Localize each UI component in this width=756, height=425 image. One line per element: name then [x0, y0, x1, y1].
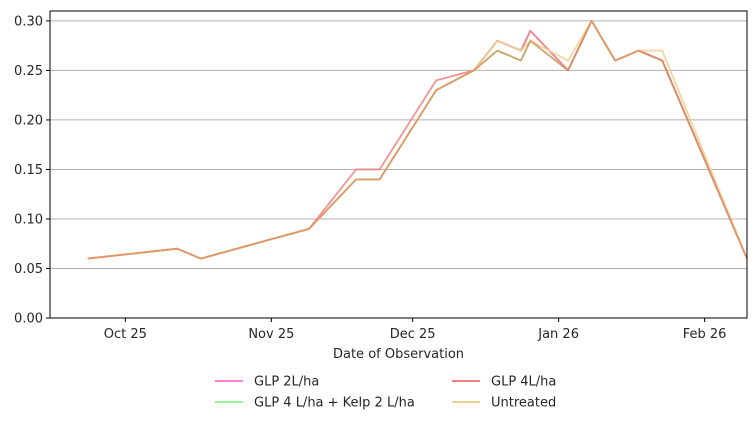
y-tick-label: 0.30	[14, 14, 43, 29]
x-tick-label: Dec 25	[390, 327, 436, 342]
series-line-3	[87, 19, 748, 260]
legend-label: GLP 4L/ha	[491, 375, 556, 390]
y-axis: 0.00 0.05 0.10 0.15 0.20 0.25 0.30	[14, 14, 50, 327]
x-tick-label: Nov 25	[248, 327, 294, 342]
x-tick-label: Jan 26	[537, 327, 579, 342]
x-axis: Oct 25 Nov 25 Dec 25 Jan 26 Feb 26	[104, 318, 727, 342]
series-line-2	[87, 19, 748, 260]
series-lines	[87, 19, 748, 260]
legend-item: GLP 2L/ha	[215, 375, 319, 390]
y-tick-label: 0.05	[14, 262, 43, 277]
x-axis-title: Date of Observation	[333, 347, 464, 362]
gridlines	[50, 20, 747, 319]
series-line-1	[87, 19, 748, 260]
series-overlap-line	[87, 19, 748, 260]
legend-label: GLP 2L/ha	[254, 375, 319, 390]
legend: GLP 2L/ha GLP 4L/ha GLP 4 L/ha + Kelp 2 L/…	[215, 375, 556, 411]
series-line-0	[87, 19, 748, 260]
legend-label: Untreated	[491, 396, 556, 411]
legend-item: GLP 4 L/ha + Kelp 2 L/ha	[215, 396, 415, 411]
y-tick-label: 0.10	[14, 212, 43, 227]
x-tick-label: Feb 26	[683, 327, 727, 342]
y-tick-label: 0.25	[14, 64, 43, 79]
legend-item: GLP 4L/ha	[452, 375, 556, 390]
plot-frame	[49, 10, 748, 319]
x-tick-label: Oct 25	[104, 327, 147, 342]
y-tick-label: 0.20	[14, 113, 43, 128]
legend-item: Untreated	[452, 396, 556, 411]
y-tick-label: 0.15	[14, 163, 43, 178]
legend-label: GLP 4 L/ha + Kelp 2 L/ha	[254, 396, 415, 411]
y-tick-label: 0.00	[14, 312, 43, 327]
